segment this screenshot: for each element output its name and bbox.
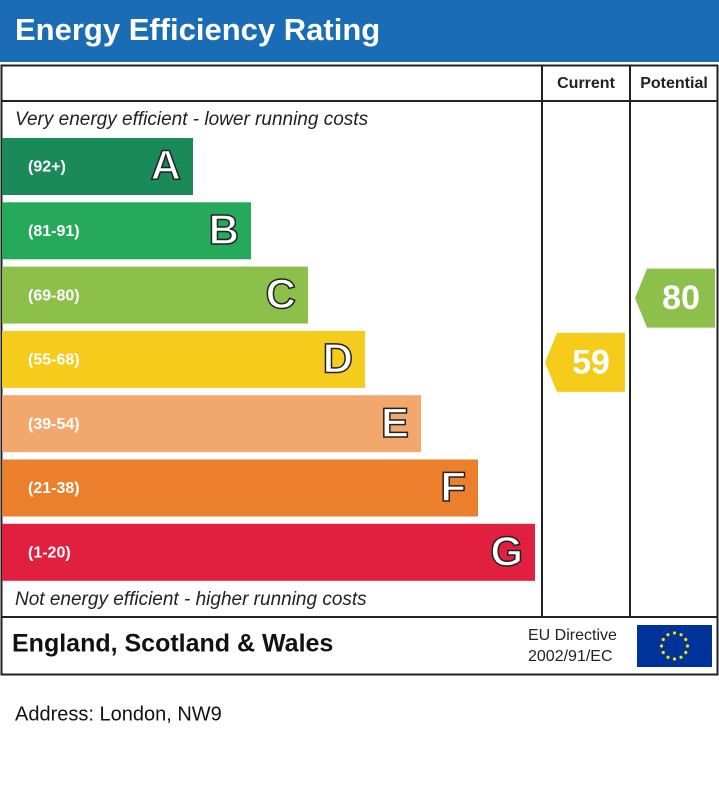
flag-star [661,637,665,642]
flag-star [672,657,677,661]
band-range: (55-68) [28,352,80,369]
region: England, Scotland & Wales [12,630,333,658]
flag-star [661,650,665,655]
header-bar [0,0,719,62]
directive: 2002/91/EC [528,648,613,665]
flag-star [684,650,688,655]
band [2,395,421,453]
band-letter: C [266,270,296,317]
band [2,330,365,388]
flag-star [685,644,690,648]
band-range: (69-80) [28,287,80,304]
flag-star [684,637,688,642]
flag-star [666,633,670,637]
flag-star [679,633,683,637]
flag-field [637,625,712,667]
rating-arrow [545,332,625,392]
column-header: Potential [640,75,708,92]
column-header: Current [557,75,615,92]
band-letter: G [490,527,523,574]
band-range: (1-20) [28,545,71,562]
band-range: (81-91) [28,223,80,240]
band-letter: F [440,463,466,510]
flag-star [666,655,670,659]
band-letter: A [151,142,181,189]
address: Address: London, NW9 [15,703,222,725]
flag-star [659,644,664,648]
top-note: Very energy efficient - lower running co… [15,109,369,130]
directive: EU Directive [528,627,617,644]
band [2,202,251,260]
band-letter: E [381,399,409,446]
band-range: (21-38) [28,480,80,497]
band [2,266,308,324]
title: Energy Efficiency Rating [15,12,380,47]
band-range: (39-54) [28,416,80,433]
flag-star [672,631,677,635]
band-letter: D [323,334,353,381]
rating-value: 80 [662,279,700,317]
band [2,459,478,517]
rating-arrow [635,268,715,328]
rating-value: 59 [572,343,610,381]
band [2,523,535,581]
bottom-note: Not energy efficient - higher running co… [15,589,367,610]
band-range: (92+) [28,159,66,176]
flag-star [679,655,683,659]
band [2,138,193,195]
eu-flag [637,625,712,667]
frame [0,64,719,676]
band-letter: B [209,206,239,253]
